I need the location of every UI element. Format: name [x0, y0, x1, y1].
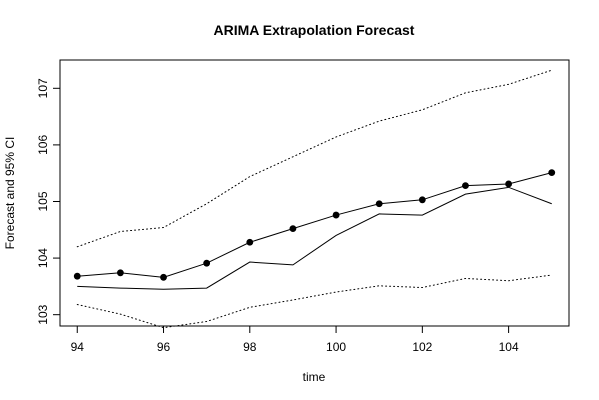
series-line-line-with-points [77, 172, 552, 278]
forecast-point [160, 273, 167, 281]
forecast-point [505, 180, 513, 188]
plot-frame [59, 59, 570, 327]
y-tick-label: 107 [36, 78, 50, 98]
forecast-point [375, 200, 383, 208]
x-axis-label: time [303, 370, 326, 384]
forecast-point [548, 169, 556, 177]
forecast-point [116, 269, 124, 277]
y-tick-label: 104 [36, 248, 50, 268]
x-axis: 94 96 98 100 102 104 [71, 325, 519, 354]
forecast-point [332, 211, 340, 219]
forecast-point [418, 196, 426, 204]
x-tick-label: 102 [412, 340, 432, 354]
x-tick-label: 94 [71, 340, 85, 354]
y-axis: 103 104 105 106 107 [36, 78, 61, 325]
series-line-solid [77, 186, 552, 290]
forecast-point [462, 182, 469, 190]
y-tick-label: 106 [36, 135, 50, 155]
forecast-point [246, 238, 254, 246]
y-tick-label: 105 [36, 191, 50, 211]
forecast-point [73, 272, 81, 280]
series-line-dotted [76, 69, 553, 248]
forecast-point [289, 225, 297, 233]
x-tick-label: 96 [157, 340, 171, 354]
y-axis-label: Forecast and 95% CI [3, 137, 17, 250]
x-tick-label: 98 [243, 340, 257, 354]
x-tick-label: 104 [499, 340, 519, 354]
y-tick-label: 103 [36, 304, 50, 324]
series-line-dotted [76, 274, 553, 329]
series-layer [73, 69, 556, 329]
forecast-point [203, 259, 211, 267]
chart-title: ARIMA Extrapolation Forecast [214, 22, 415, 38]
x-tick-label: 100 [326, 340, 346, 354]
